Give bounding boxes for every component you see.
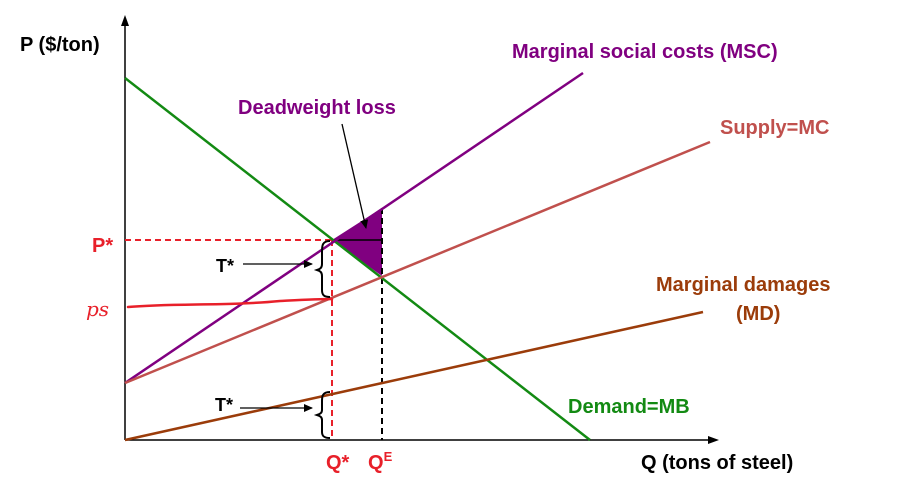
- p-star-label: P*: [92, 235, 113, 257]
- x-axis-label: Q (tons of steel): [641, 452, 793, 474]
- x-axis-arrow-icon: [708, 436, 719, 444]
- q-star-label: Q*: [326, 452, 350, 474]
- supply-curve: [124, 140, 711, 385]
- q-e-main: Q: [368, 452, 384, 474]
- md-label-line2: (MD): [736, 303, 780, 325]
- supply-label: Supply=MC: [720, 117, 829, 139]
- y-axis-label: P ($/ton): [20, 34, 100, 56]
- q-e-label: QE: [368, 449, 393, 474]
- demand-curve: [124, 77, 591, 441]
- t-star-lower-label: T*: [215, 395, 233, 415]
- ps-handdrawn-line: [126, 297, 334, 309]
- deadweight-loss-area: [332, 208, 382, 276]
- t-star-upper-brace: [313, 240, 331, 298]
- deadweight-loss-label: Deadweight loss: [238, 97, 396, 119]
- md-label-line1: Marginal damages: [656, 274, 831, 296]
- msc-curve: [124, 71, 584, 385]
- dwl-arrow: [341, 123, 369, 229]
- md-curve: [124, 310, 704, 442]
- demand-label: Demand=MB: [568, 396, 690, 418]
- ps-label: ps: [86, 297, 109, 321]
- y-axis-arrow-icon: [121, 15, 129, 26]
- t-star-lower-brace: [313, 391, 331, 439]
- msc-label: Marginal social costs (MSC): [512, 41, 778, 63]
- q-e-superscript: E: [384, 449, 393, 464]
- t-star-upper-label: T*: [216, 256, 234, 276]
